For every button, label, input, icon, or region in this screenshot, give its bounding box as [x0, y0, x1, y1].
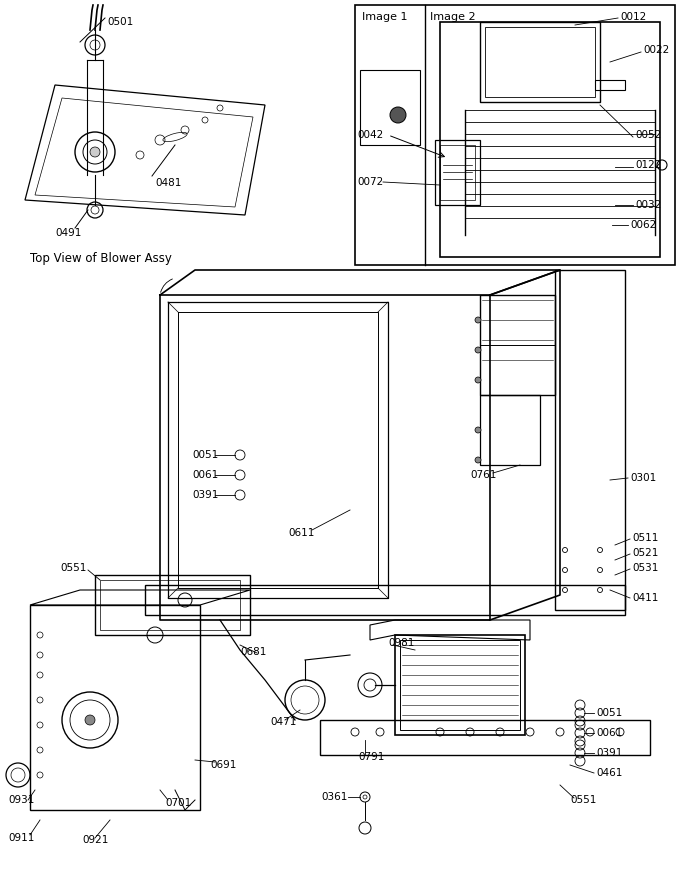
Text: 0042: 0042	[357, 130, 384, 140]
Bar	[320, 720, 650, 755]
Text: 0122: 0122	[635, 160, 662, 170]
Text: 0481: 0481	[155, 178, 182, 188]
Bar	[360, 70, 420, 145]
Bar	[395, 635, 525, 735]
Text: 0911: 0911	[8, 833, 35, 843]
Text: 0052: 0052	[635, 130, 661, 140]
Text: 0701: 0701	[165, 798, 191, 808]
Circle shape	[475, 427, 481, 433]
Text: 0681: 0681	[240, 647, 267, 657]
Text: 0551: 0551	[570, 795, 596, 805]
Circle shape	[475, 347, 481, 353]
Bar	[145, 585, 625, 615]
Text: 0931: 0931	[8, 795, 35, 805]
Bar	[355, 5, 675, 265]
Text: 0981: 0981	[388, 638, 414, 648]
Bar	[485, 27, 595, 97]
Text: 0521: 0521	[632, 548, 658, 558]
Circle shape	[475, 457, 481, 463]
Text: 0391: 0391	[596, 748, 622, 758]
Text: 0761: 0761	[470, 470, 496, 480]
Bar	[440, 145, 475, 200]
Text: 0391: 0391	[192, 490, 218, 500]
Text: 0062: 0062	[630, 220, 656, 230]
Bar	[440, 22, 660, 257]
Bar	[30, 605, 200, 810]
Text: 0072: 0072	[357, 177, 384, 187]
Text: Image 2: Image 2	[430, 12, 475, 22]
Text: 0471: 0471	[270, 717, 296, 727]
Text: 0411: 0411	[632, 593, 658, 603]
Text: 0361: 0361	[322, 792, 348, 802]
Text: 0461: 0461	[596, 768, 622, 778]
Bar	[435, 140, 480, 205]
Text: Image 1: Image 1	[362, 12, 407, 22]
Text: 0032: 0032	[635, 200, 661, 210]
Bar	[95, 575, 250, 635]
Text: 0611: 0611	[288, 528, 314, 538]
Bar	[480, 395, 540, 465]
Text: 0551: 0551	[60, 563, 86, 573]
Bar	[100, 580, 240, 630]
Text: 0491: 0491	[55, 228, 82, 238]
Text: 0051: 0051	[192, 450, 218, 460]
Text: Top View of Blower Assy: Top View of Blower Assy	[30, 252, 172, 265]
Bar	[595, 80, 625, 90]
Bar	[480, 22, 600, 102]
Text: 0061: 0061	[192, 470, 218, 480]
Circle shape	[85, 715, 95, 725]
Text: 0691: 0691	[210, 760, 237, 770]
Circle shape	[90, 147, 100, 157]
Text: 0531: 0531	[632, 563, 658, 573]
Text: 0061: 0061	[596, 728, 622, 738]
Bar	[400, 640, 520, 730]
Bar	[480, 295, 555, 345]
Text: 0791: 0791	[358, 752, 384, 762]
Text: 0501: 0501	[107, 17, 133, 27]
Circle shape	[475, 377, 481, 383]
Circle shape	[390, 107, 406, 123]
Text: 0301: 0301	[630, 473, 656, 483]
Text: 0051: 0051	[596, 708, 622, 718]
Bar	[555, 270, 625, 610]
Bar	[480, 295, 555, 395]
Text: 0012: 0012	[620, 12, 646, 22]
Text: 0022: 0022	[643, 45, 669, 55]
Circle shape	[475, 317, 481, 323]
Text: 0921: 0921	[82, 835, 108, 845]
Text: 0511: 0511	[632, 533, 658, 543]
